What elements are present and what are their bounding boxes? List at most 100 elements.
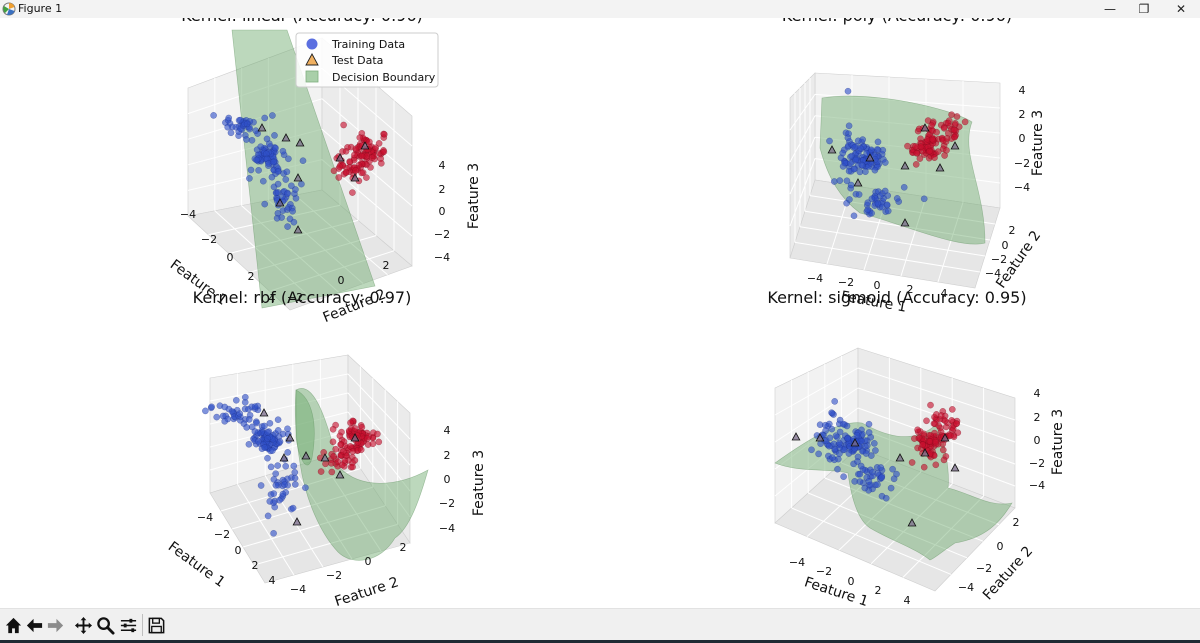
matplotlib-icon <box>2 2 16 16</box>
training-point-red <box>352 145 360 153</box>
pan-move-icon[interactable] <box>72 614 94 636</box>
training-point-red <box>330 452 338 460</box>
figure-canvas[interactable]: −4 −2 0 2 4 −2 0 2 4 2 0 −2 −4 Feature 1 Feature 2 Feat… <box>0 6 1200 610</box>
test-point <box>293 225 303 234</box>
y-tick-label: 0 <box>338 274 345 287</box>
training-point-blue <box>274 416 282 424</box>
legend-training-marker <box>306 38 318 50</box>
training-point-blue <box>843 199 850 207</box>
gridline <box>214 210 315 302</box>
x-tick-label: −2 <box>214 528 230 541</box>
y-tick-label: 0 <box>365 555 372 568</box>
training-point-red <box>369 440 377 448</box>
training-point-blue <box>245 416 253 423</box>
training-point-blue <box>864 206 872 214</box>
training-point-red <box>920 430 928 438</box>
training-point-blue <box>855 191 863 198</box>
back-arrow-icon[interactable] <box>23 614 45 636</box>
training-point-red <box>932 461 940 469</box>
y-tick-label: −4 <box>290 583 306 596</box>
training-point-red <box>375 438 383 446</box>
subplot-title: Kernel: rbf (Accuracy: 0.97) <box>193 288 412 307</box>
training-point-blue <box>826 137 833 145</box>
training-point-blue <box>282 176 290 183</box>
x-tick-label: 2 <box>252 559 259 572</box>
save-floppy-icon[interactable] <box>145 614 167 636</box>
test-point <box>920 448 930 457</box>
x-tick-label: −4 <box>197 511 213 524</box>
training-point-blue <box>830 178 838 185</box>
training-point-blue <box>273 214 281 222</box>
z-axis-label: Feature 3 <box>1050 409 1066 475</box>
training-point-blue <box>829 454 836 461</box>
gridline <box>900 196 927 277</box>
close-button[interactable]: ✕ <box>1175 2 1187 16</box>
y-tick-label: 2 <box>1009 224 1016 237</box>
training-point-blue <box>225 114 233 122</box>
subplot-title: Kernel: poly (Accuracy: 0.96) <box>782 18 1012 25</box>
training-point-red <box>948 417 956 424</box>
training-point-red <box>329 438 337 446</box>
training-point-blue <box>871 166 879 174</box>
legend-boundary-label: Decision Boundary <box>332 71 436 84</box>
test-point <box>275 198 285 207</box>
training-point-blue <box>243 424 251 431</box>
forward-arrow-icon[interactable] <box>44 614 66 636</box>
gridline <box>209 373 349 402</box>
maximize-button[interactable]: ❐ <box>1138 2 1150 16</box>
gridline <box>253 523 398 566</box>
training-point-red <box>912 161 920 168</box>
z-tick-label: −4 <box>1029 479 1045 492</box>
training-point-red <box>335 174 343 181</box>
z-tick-label: 4 <box>439 159 446 172</box>
training-point-red <box>928 122 935 129</box>
training-point-blue <box>243 120 251 128</box>
training-point-blue <box>245 440 253 448</box>
y-axis-label: Feature 2 <box>333 574 401 608</box>
training-point-blue <box>264 435 271 442</box>
z-tick-label: −2 <box>1014 157 1030 170</box>
training-point-red <box>908 459 916 466</box>
home-icon[interactable] <box>2 614 24 636</box>
boundary-fold <box>295 389 315 466</box>
z-tick-label: −4 <box>434 251 450 264</box>
configure-subplots-icon[interactable] <box>117 614 139 636</box>
training-point-blue <box>241 393 249 401</box>
training-point-blue <box>884 207 892 215</box>
training-point-red <box>352 167 360 174</box>
training-point-blue <box>870 440 878 447</box>
z-tick-label: −2 <box>1029 457 1045 470</box>
training-point-blue <box>865 429 873 436</box>
training-point-blue <box>883 201 891 209</box>
training-point-blue <box>261 444 269 451</box>
test-point <box>259 408 269 417</box>
training-points <box>202 393 383 537</box>
decision-boundary-surface <box>294 388 429 561</box>
training-point-blue <box>227 129 235 137</box>
y-tick-label: −2 <box>991 253 1007 266</box>
minimize-button[interactable]: — <box>1104 2 1116 16</box>
gridline <box>208 204 341 236</box>
training-point-red <box>927 401 934 409</box>
gridline <box>187 159 323 191</box>
zoom-magnifier-icon[interactable] <box>94 614 116 636</box>
training-point-blue <box>299 157 307 165</box>
training-point-blue <box>869 468 877 476</box>
training-point-blue <box>845 122 853 130</box>
window-titlebar: Figure 1 — ❐ ✕ <box>0 0 1200 18</box>
training-point-red <box>380 148 388 156</box>
gridline <box>187 98 323 140</box>
gridline <box>321 159 413 237</box>
training-point-red <box>904 142 911 150</box>
training-point-blue <box>291 474 299 482</box>
test-point <box>850 438 860 447</box>
training-point-blue <box>281 481 288 488</box>
training-point-red <box>339 448 347 455</box>
z-axis-label: Feature 3 <box>466 163 482 229</box>
training-point-blue <box>279 490 287 498</box>
